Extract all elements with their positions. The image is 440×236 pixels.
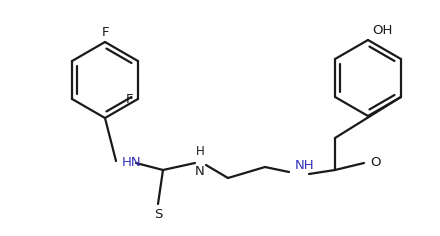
Text: N: N (195, 165, 205, 178)
Text: NH: NH (295, 159, 315, 172)
Text: S: S (154, 208, 162, 221)
Text: OH: OH (372, 24, 392, 37)
Text: H: H (196, 145, 204, 158)
Text: F: F (125, 93, 133, 105)
Text: O: O (370, 156, 381, 169)
Text: F: F (101, 26, 109, 39)
Text: HN: HN (122, 156, 142, 169)
